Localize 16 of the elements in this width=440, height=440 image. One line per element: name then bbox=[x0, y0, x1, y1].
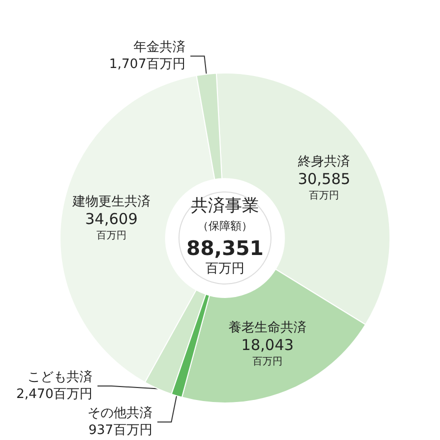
slice-label: 建物更生共済 bbox=[71, 193, 150, 210]
data-label: 30,585百万円 bbox=[298, 170, 350, 202]
slice-label: その他共済 bbox=[87, 405, 152, 421]
text: 共済事業 bbox=[191, 196, 259, 216]
data-label: 2,470百万円 bbox=[16, 387, 92, 402]
text: 百万円 bbox=[206, 262, 244, 276]
slice-label: 終身共済 bbox=[297, 154, 350, 170]
data-label: 1,707百万円 bbox=[109, 57, 186, 72]
data-label: 937百万円 bbox=[88, 423, 152, 438]
data-label: 18,043百万円 bbox=[241, 336, 294, 368]
slice-label: 年金共済 bbox=[133, 39, 186, 56]
text: （保障額） bbox=[198, 220, 252, 232]
text: 88,351 bbox=[186, 236, 264, 260]
slice-label: 養老生命共済 bbox=[228, 320, 306, 336]
slice-label: こども共済 bbox=[27, 369, 92, 385]
data-label: 34,609百万円 bbox=[85, 210, 138, 242]
